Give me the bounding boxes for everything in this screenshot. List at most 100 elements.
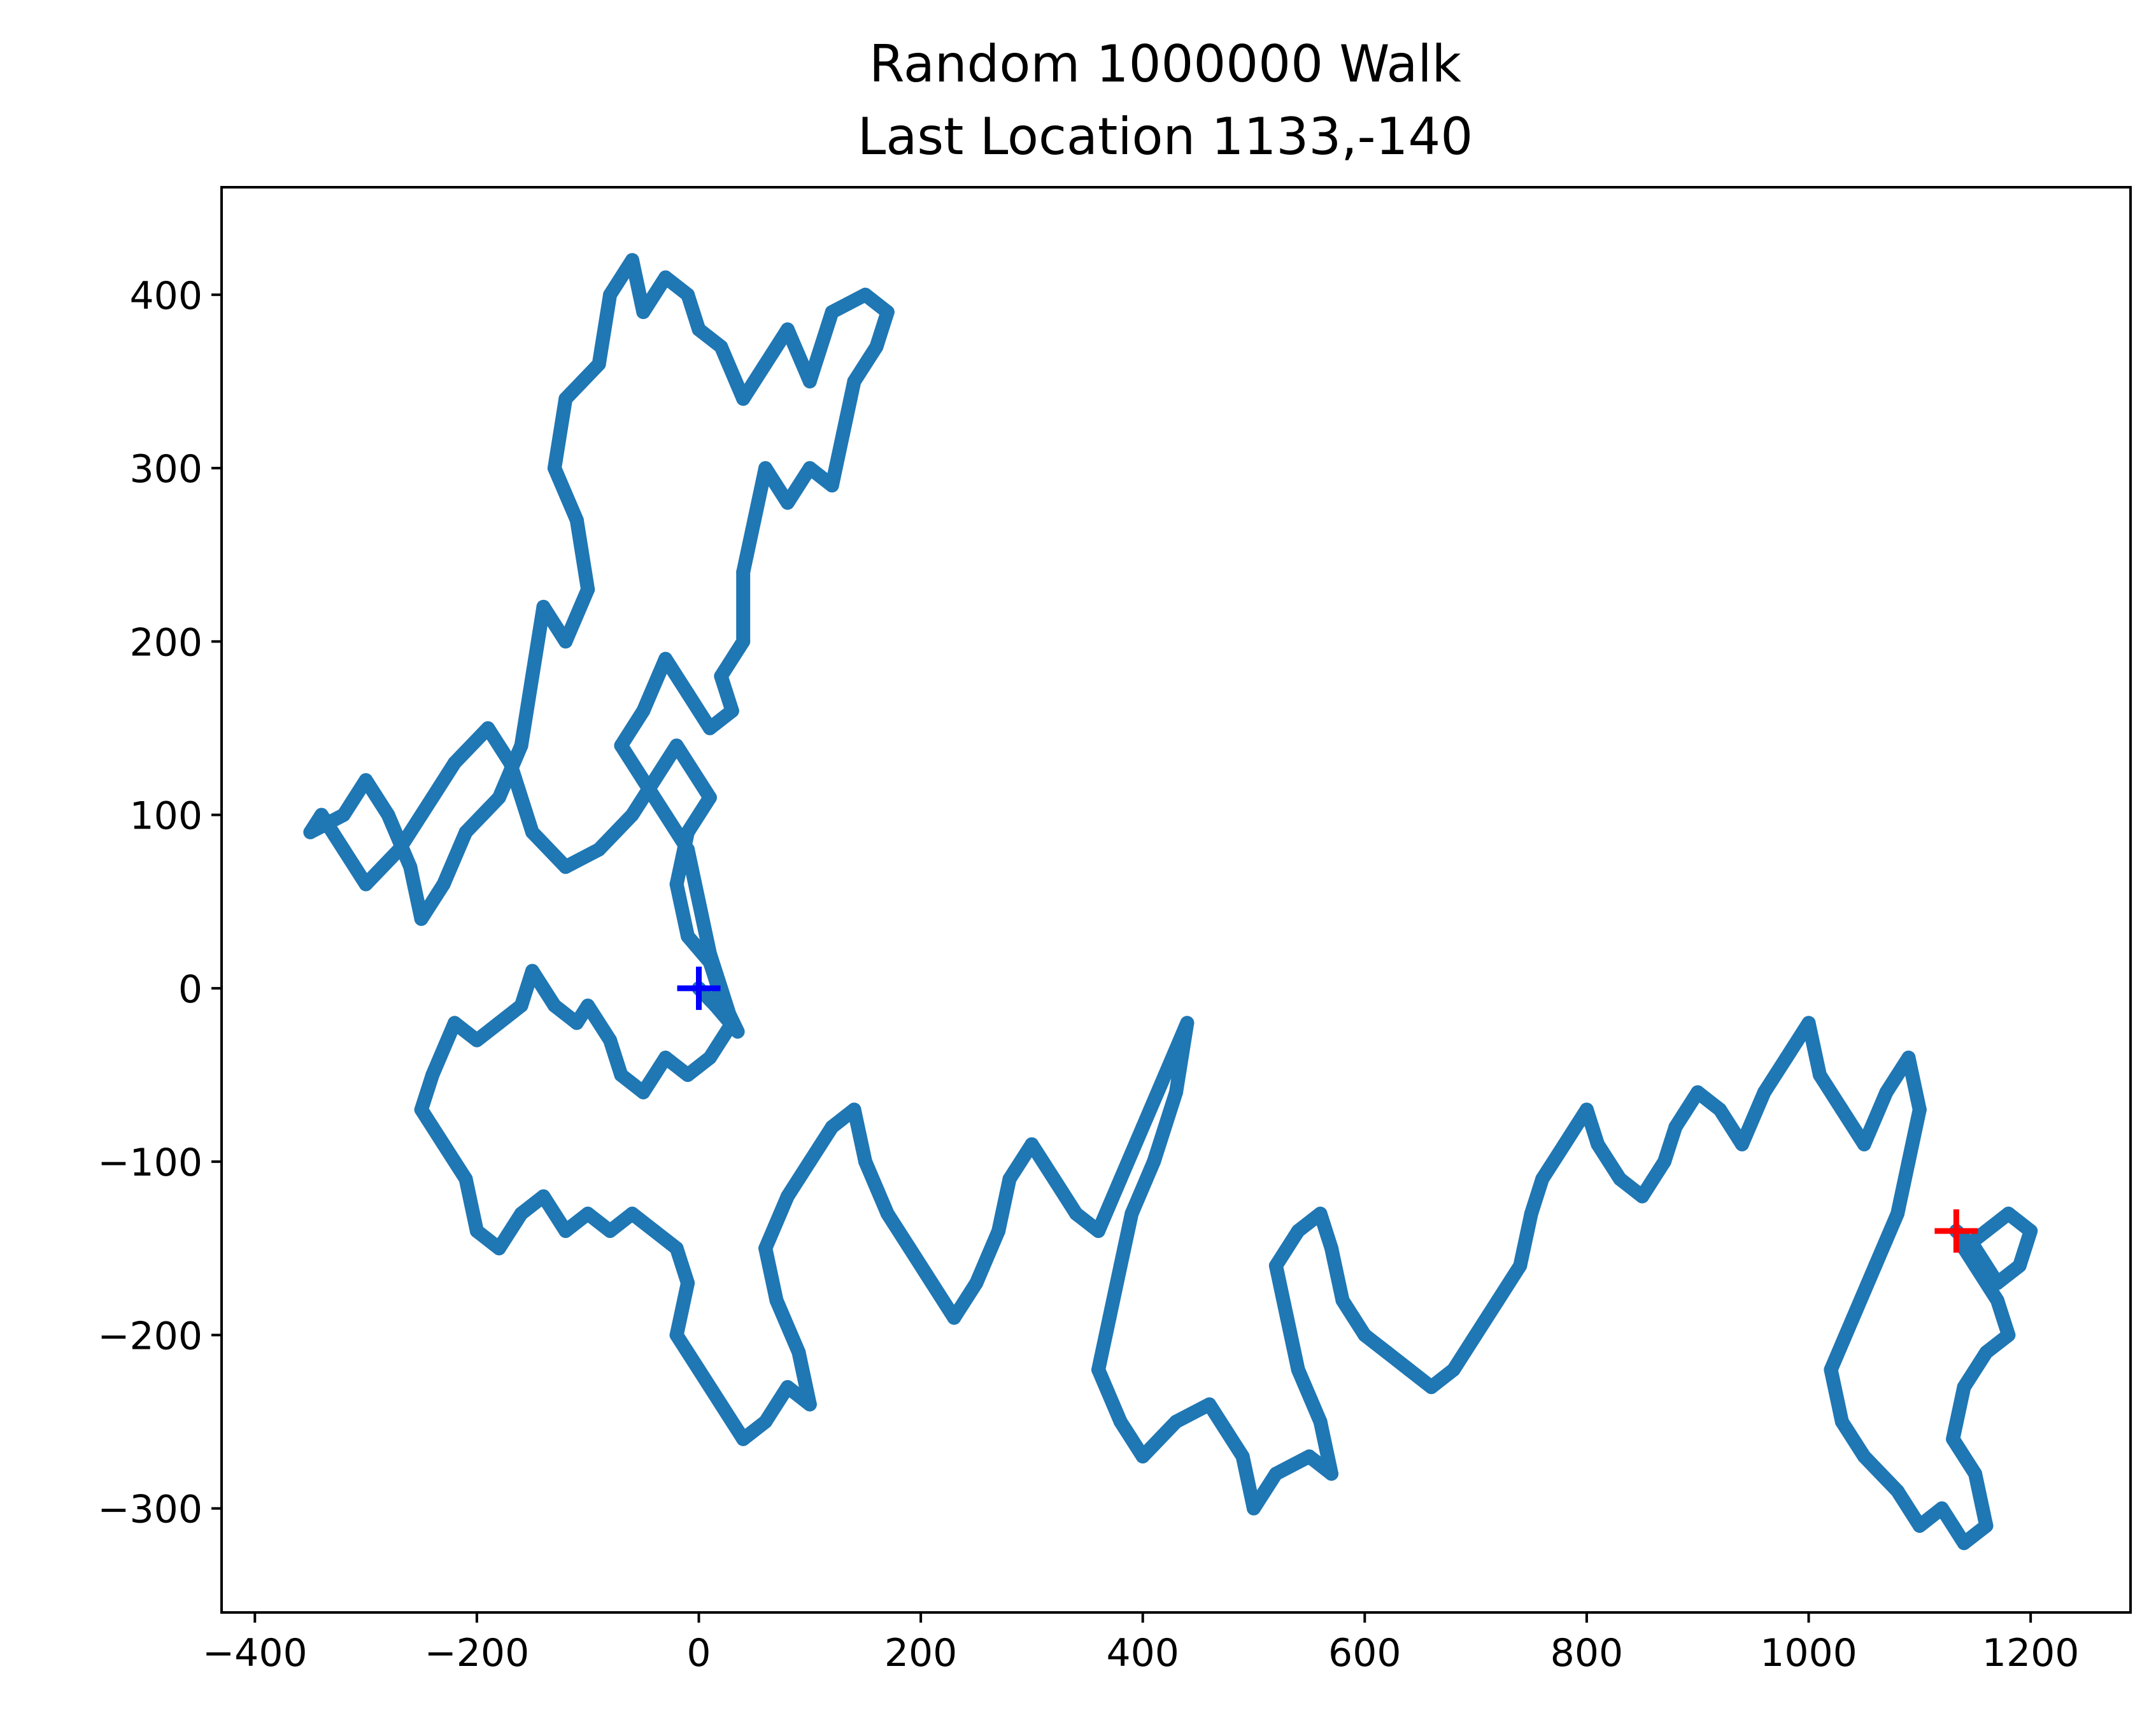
walk-point (1890, 1484, 1904, 1498)
walk-point (847, 1102, 862, 1117)
walk-point (691, 894, 706, 909)
x-tick-label: −200 (424, 1631, 529, 1676)
walk-point (647, 773, 662, 788)
walk-point (448, 1016, 462, 1030)
walk-point (1069, 1206, 1084, 1221)
walk-point (581, 582, 595, 597)
walk-point (1158, 1068, 1172, 1082)
walk-point (503, 755, 518, 770)
walk-point (658, 651, 673, 666)
walk-point (1380, 1345, 1394, 1360)
walk-point (303, 825, 318, 839)
walk-point (1957, 1241, 1971, 1256)
walk-point (847, 374, 862, 388)
walk-point (825, 1120, 839, 1134)
y-tick-label: 400 (129, 274, 202, 318)
walk-point (869, 339, 884, 354)
walk-point (825, 305, 839, 319)
walk-point (1047, 1172, 1061, 1186)
walk-point (691, 1362, 706, 1377)
walk-point (1779, 1050, 1794, 1065)
walk-point (736, 1432, 751, 1446)
walk-point (1912, 1102, 1927, 1117)
walk-point (1091, 1362, 1105, 1377)
walk-point (1990, 1276, 2004, 1290)
walk-point (492, 790, 506, 805)
walk-point (1291, 1224, 1305, 1238)
walk-point (747, 513, 762, 527)
x-tick-label: −400 (202, 1631, 308, 1676)
walk-point (1668, 1120, 1683, 1134)
walk-point (2001, 1328, 2016, 1342)
start-marker (677, 966, 721, 1010)
walk-point (1990, 1293, 2004, 1307)
walk-point (1402, 1362, 1416, 1377)
walk-point (458, 1172, 473, 1186)
walk-point (1302, 1449, 1317, 1463)
walk-point (458, 825, 473, 839)
walk-point (681, 287, 695, 302)
walk-point (1091, 1224, 1105, 1238)
walk-point (1934, 1501, 1949, 1516)
walk-point (1424, 1380, 1438, 1395)
walk-point (1901, 1050, 1916, 1065)
walk-point (1446, 1362, 1461, 1377)
walk-point (603, 287, 618, 302)
walk-point (1268, 1467, 1283, 1481)
walk-point (525, 964, 539, 978)
walk-point (836, 426, 851, 441)
walk-point (947, 1311, 961, 1325)
walk-point (358, 877, 373, 892)
walk-point (558, 1224, 573, 1238)
walk-point (1657, 1155, 1671, 1169)
walk-point (1025, 1137, 1039, 1151)
walk-point (1857, 1449, 1871, 1463)
walk-point (780, 1189, 795, 1204)
walk-point (1169, 1085, 1183, 1100)
walk-point (858, 287, 872, 302)
walk-point (1113, 1258, 1128, 1273)
walk-point (625, 808, 639, 822)
walk-point (681, 1276, 695, 1290)
walk-point (725, 704, 739, 718)
walk-point (603, 1224, 618, 1238)
walk-point (481, 721, 495, 736)
walk-point (314, 808, 329, 822)
walk-point (514, 999, 528, 1013)
walk-point (581, 999, 595, 1013)
walk-point (681, 1068, 695, 1082)
walk-point (1957, 1536, 1971, 1551)
walk-point (858, 1155, 872, 1169)
walk-point (736, 634, 751, 649)
walk-point (558, 634, 573, 649)
x-tick-label: 200 (884, 1631, 958, 1676)
y-axis: −300 −200 −100 0 100 200 300 400 (97, 274, 222, 1532)
walk-point (581, 1206, 595, 1221)
walk-point (1313, 1206, 1328, 1221)
walk-point (558, 392, 573, 406)
y-tick-label: 200 (129, 620, 202, 665)
walk-point (669, 738, 684, 753)
walk-point (1857, 1137, 1871, 1151)
walk-point (1180, 1016, 1195, 1030)
walk-point (1713, 1102, 1727, 1117)
x-axis: −400 −200 0 200 400 600 800 1000 1200 (202, 1612, 2079, 1676)
walk-point (2024, 1224, 2038, 1238)
walk-point (1957, 1380, 1971, 1395)
walk-point (1358, 1328, 1372, 1342)
walk-point (1734, 1137, 1749, 1151)
walk-point (791, 1345, 806, 1360)
walk-point (1291, 1362, 1305, 1377)
walk-point (780, 495, 795, 510)
walk-path (303, 253, 2038, 1551)
walk-point (492, 1016, 506, 1030)
walk-point (691, 322, 706, 337)
walk-point (736, 565, 751, 580)
walk-point (1169, 1414, 1183, 1429)
walk-point (1979, 1224, 1994, 1238)
walk-point (1102, 1311, 1117, 1325)
walk-point (925, 1276, 939, 1290)
walk-point (469, 1224, 484, 1238)
walk-point (702, 790, 717, 805)
walk-point (1912, 1518, 1927, 1533)
